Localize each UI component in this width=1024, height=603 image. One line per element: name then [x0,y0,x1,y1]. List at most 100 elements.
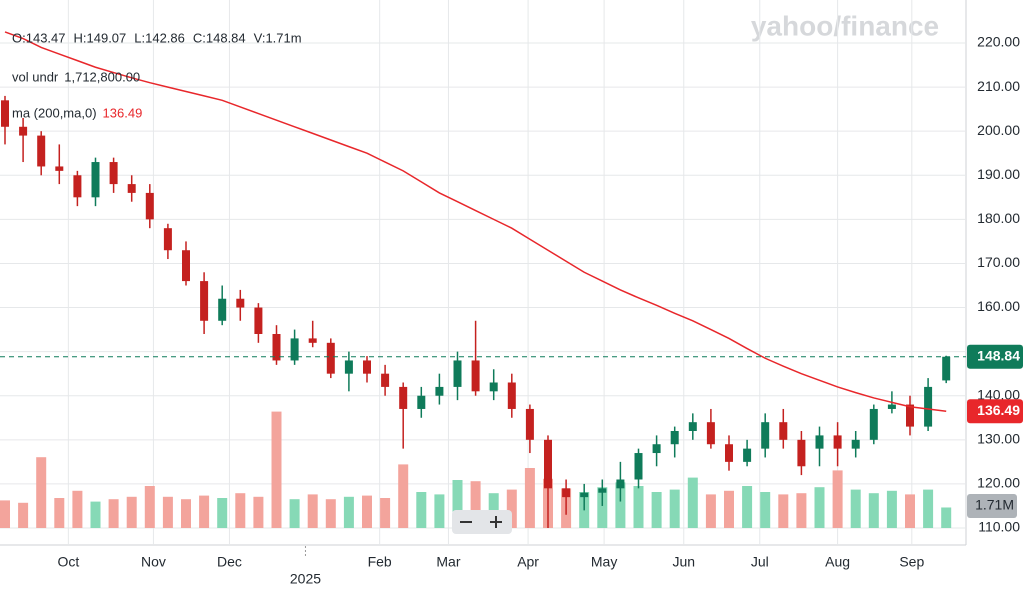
candle-body [55,166,64,171]
candle-body [924,386,933,427]
volume-bar [325,499,336,528]
x-tick-label: Jun [672,554,695,570]
candle-body [19,126,28,136]
y-tick-label: 220.00 [977,34,1020,50]
ma-tag [967,399,1023,424]
volume-bar [362,495,372,528]
candle-body [236,298,245,308]
candle-body [544,439,552,489]
ohlc-value: 143.47 [26,30,66,45]
x-tick-label: May [591,554,617,570]
volume-bar [380,498,391,528]
candle-body [37,135,46,167]
volume-bar [54,498,65,528]
candle-body [634,453,643,480]
candle-body [272,334,281,361]
candle-body [326,342,335,374]
volume-bar [217,498,228,528]
volume-bar [886,490,897,528]
volume-tag-label: 1.71M [975,497,1014,513]
candle-body [489,382,498,392]
x-tick-label: Aug [825,554,850,570]
ma-value: 136.49 [103,105,143,120]
volume-bar [72,490,83,528]
ohlc-value: 149.07 [87,30,127,45]
candle-body [797,439,806,467]
vol-name: vol undr [12,69,59,84]
candle-body [254,307,263,334]
candle-body [616,479,625,489]
year-label: 2025 [290,571,321,587]
candle-body [163,228,172,251]
volume-bar [434,494,445,528]
candle-body [779,422,788,440]
volume-bar [307,494,318,528]
candle-body [725,444,733,462]
volume-bar [108,499,119,528]
volume-bar [36,457,47,528]
y-tick-label: 170.00 [977,254,1020,270]
y-tick-label: 180.00 [977,210,1020,226]
volume-bar [289,499,300,528]
volume-bar [615,482,626,528]
volume-bar [470,481,481,528]
zoom-controls [452,510,512,534]
candle-body [833,435,842,449]
candle-body [381,373,390,387]
candle-body [471,360,480,392]
x-tick-label: Apr [517,554,539,570]
candle-body [308,338,317,343]
candle-body [580,492,589,498]
volume-bar [398,464,409,528]
volume-bar [144,486,155,528]
volume-bar [687,477,698,528]
y-tick-label: 160.00 [977,298,1020,314]
volume-bar [923,489,934,528]
x-tick-label: Jul [751,554,769,570]
candle-body [507,382,516,409]
grid [0,0,966,545]
ohlc-label: H: [74,30,87,45]
volume-tag [967,494,1017,518]
volume-bar [760,492,771,528]
candle-body [290,338,299,361]
ma-tag-label: 136.49 [977,402,1020,418]
y-tick-label: 190.00 [977,166,1020,182]
volume-bar [724,490,734,528]
volume-bar [0,500,10,528]
volume-bar [452,480,463,528]
watermark: yahoo/finance [751,10,939,41]
volume-bar [181,499,191,528]
volume-bar [90,501,101,528]
volume-bar [199,495,210,528]
volume-bar [416,492,427,528]
candle-body [453,360,462,387]
volume-bar [343,496,354,528]
ohlc-label: O: [12,30,26,45]
volume-bar [253,496,264,528]
x-tick-label: Oct [57,554,79,570]
volume-bar [524,468,535,528]
candle-body [851,439,860,449]
volume-bar [597,487,608,528]
volume-bar [905,494,915,528]
volume-bar [850,489,861,528]
volume-bar [669,489,680,528]
ma-line [4,31,947,412]
volume-bar [796,493,807,528]
volume-bar [506,489,517,528]
candle-body [815,435,824,449]
volume-bar [651,492,662,528]
candle-body [435,386,444,396]
volume-bar [18,502,29,528]
candle-body [562,488,571,498]
price-tag [967,344,1023,369]
x-tick-label: Feb [368,554,392,570]
candle-body [887,404,896,409]
candle-body [363,360,371,374]
candle-body [344,360,353,374]
volume-bar [868,493,879,528]
y-tick-label: 110.00 [978,519,1020,535]
y-tick-label: 120.00 [977,475,1020,491]
